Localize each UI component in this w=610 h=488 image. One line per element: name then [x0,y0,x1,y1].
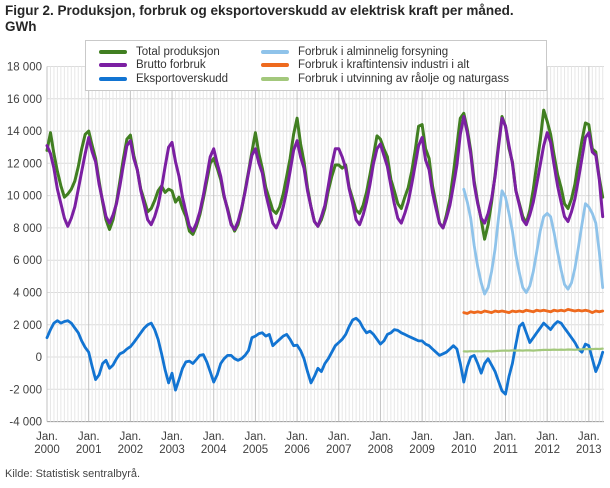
y-axis-label: -4 000 [9,417,42,429]
x-axis-label-year: 2006 [284,444,310,456]
series-line-forbruk-alminnelig-forsyning [462,187,605,296]
figure-title: Figur 2. Produksjon, forbruk og eksporto… [5,3,607,36]
series-line-forbruk-utvinning-raolje-naturgass [462,347,604,353]
figure-title-line2: GWh [5,19,37,35]
legend-item-forbruk-utvinning-raolje-naturgass: Forbruk i utvinning av råolje og naturga… [261,72,546,86]
x-axis-label-month: Jan. [453,431,475,443]
legend-label: Total produksjon [136,45,220,58]
x-axis-label-month: Jan. [161,431,183,443]
legend-swatch-total-produksjon [99,49,127,54]
y-axis-label: 12 000 [7,158,42,170]
legend-item-total-produksjon: Total produksjon [99,45,261,59]
x-axis-label-year: 2004 [201,444,227,456]
x-axis-label-year: 2009 [409,444,435,456]
y-axis-label: 8 000 [13,223,42,235]
series-line-brutto-forbruk [45,115,605,233]
x-axis-label-month: Jan. [203,431,225,443]
x-axis-label-year: 2008 [368,444,394,456]
x-axis-label-year: 2010 [451,444,477,456]
y-axis-label: 2 000 [13,320,42,332]
legend-swatch-forbruk-kraftintensiv-industri [261,63,289,68]
legend-swatch-forbruk-utvinning-raolje-naturgass [261,77,289,82]
x-axis-label-year: 2002 [118,444,144,456]
x-axis-label-year: 2012 [534,444,560,456]
series-line-eksportoverskudd [45,316,605,396]
legend-label: Forbruk i alminnelig forsyning [298,45,449,58]
legend-swatch-brutto-forbruk [99,63,127,68]
x-axis-label-month: Jan. [286,431,308,443]
y-axis-label: 14 000 [7,126,42,138]
series-line-forbruk-kraftintensiv-industri [462,307,605,315]
source-note: Kilde: Statistisk sentralbyrå. [5,468,141,480]
x-axis-label-year: 2013 [576,444,602,456]
y-axis-label: 0 [36,352,42,364]
y-axis-label: 6 000 [13,255,42,267]
x-axis-label-month: Jan. [245,431,267,443]
x-axis-label-year: 2007 [326,444,352,456]
y-axis-label: 18 000 [7,62,42,74]
x-axis-label-month: Jan. [578,431,600,443]
legend-item-forbruk-alminnelig-forsyning: Forbruk i alminnelig forsyning [261,45,546,59]
x-axis-label-month: Jan. [495,431,517,443]
x-axis-label-month: Jan. [120,431,142,443]
legend-label: Brutto forbruk [136,59,206,72]
legend-swatch-forbruk-alminnelig-forsyning [261,49,289,54]
x-axis-label-year: 2001 [76,444,102,456]
x-axis-label-month: Jan. [370,431,392,443]
legend-label: Forbruk i utvinning av råolje og naturga… [298,73,509,86]
x-axis-label-month: Jan. [78,431,100,443]
x-axis-label-year: 2000 [34,444,60,456]
y-axis-label: 10 000 [7,191,42,203]
y-axis-label: 16 000 [7,94,42,106]
figure-title-line1: Figur 2. Produksjon, forbruk og eksporto… [5,3,514,18]
x-axis-label-year: 2003 [159,444,185,456]
legend-label: Eksportoverskudd [136,73,229,86]
x-axis-label-month: Jan. [536,431,558,443]
legend-item-forbruk-kraftintensiv-industri: Forbruk i kraftintensiv industri i alt [261,59,546,73]
x-axis-label-year: 2011 [493,444,518,456]
x-axis-label-month: Jan. [411,431,433,443]
chart-legend: Total produksjon Brutto forbruk Eksportove… [85,40,547,91]
x-axis-label-month: Jan. [328,431,350,443]
x-axis-label-month: Jan. [36,431,58,443]
legend-item-eksportoverskudd: Eksportoverskudd [99,72,261,86]
y-axis-label: -2 000 [9,384,42,396]
legend-item-brutto-forbruk: Brutto forbruk [99,59,261,73]
legend-swatch-eksportoverskudd [99,77,127,82]
legend-label: Forbruk i kraftintensiv industri i alt [298,59,470,72]
x-axis-label-year: 2005 [243,444,269,456]
y-axis-label: 4 000 [13,288,42,300]
